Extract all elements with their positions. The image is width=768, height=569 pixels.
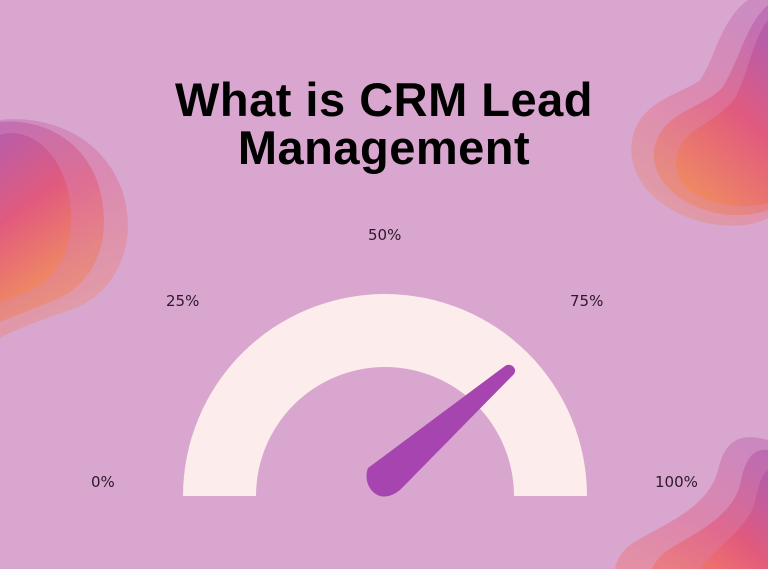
title-line-2: Management (237, 121, 531, 174)
gauge-label-50: 50% (368, 226, 402, 244)
gauge-needle (366, 364, 516, 497)
gauge-label-25: 25% (166, 292, 200, 310)
left-blob (0, 119, 128, 339)
bottom-right-blob (615, 437, 768, 569)
gauge-label-75: 75% (570, 292, 604, 310)
gauge-label-0: 0% (91, 473, 115, 491)
title-line-1: What is CRM Lead (175, 73, 593, 126)
gauge-arc (183, 294, 587, 496)
top-right-blob (631, 0, 768, 226)
page-title: What is CRM Lead Management (0, 76, 768, 172)
gauge-label-100: 100% (655, 473, 698, 491)
